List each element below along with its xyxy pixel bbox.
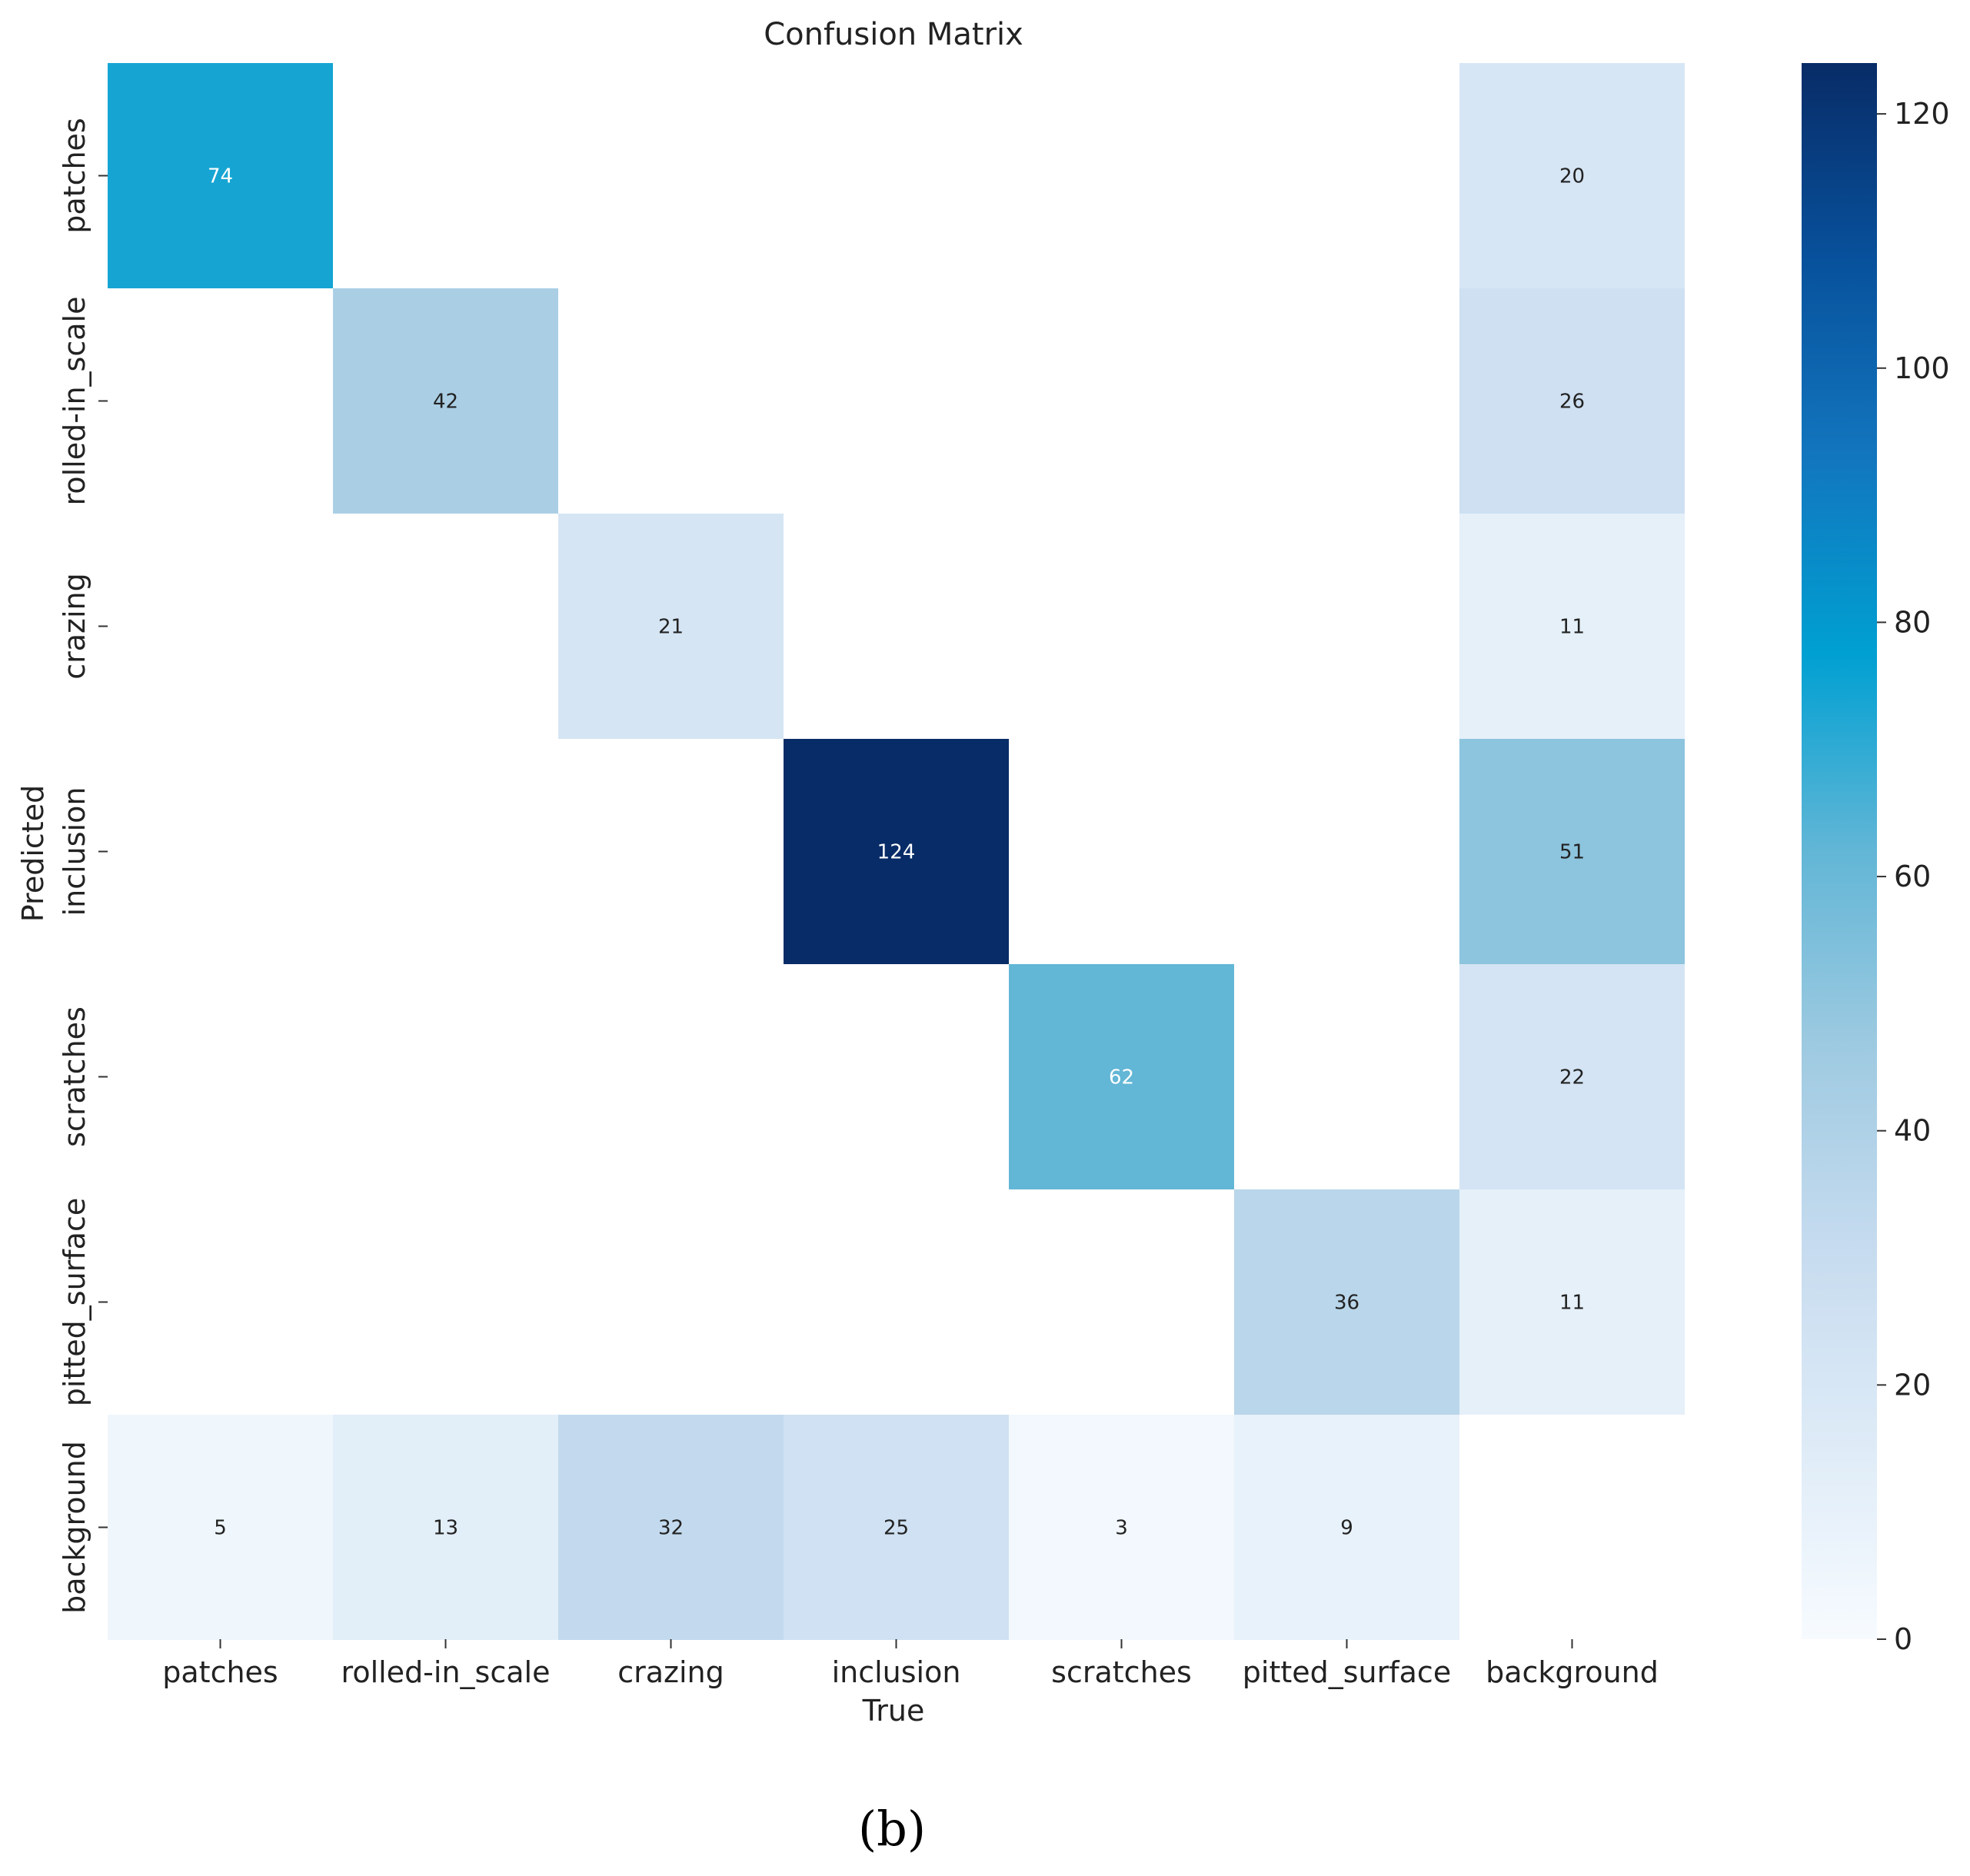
cell-value-label: 13	[433, 1517, 458, 1540]
heatmap-cell	[333, 1415, 558, 1640]
cell-value-label: 11	[1559, 1292, 1585, 1315]
cell-value-label: 11	[1559, 616, 1585, 639]
cell-value-label: 9	[1340, 1517, 1353, 1540]
heatmap-cell	[1009, 964, 1234, 1189]
cell-value-label: 74	[208, 165, 233, 188]
heatmap-cell	[333, 288, 558, 514]
y-tick-label: rolled-in_scale	[58, 297, 92, 506]
y-axis-label: Predicted	[16, 785, 50, 922]
chart-title: Confusion Matrix	[764, 17, 1023, 52]
x-axis-ticks: patches rolled-in_scale crazing inclusion sc…	[162, 1639, 1659, 1689]
heatmap-cell	[1459, 1189, 1685, 1415]
heatmap-cell	[108, 63, 333, 288]
cell-value-label: 21	[658, 616, 684, 639]
colorbar-tick-label: 80	[1894, 605, 1931, 639]
cell-value-label: 20	[1559, 165, 1585, 188]
x-tick-label: patches	[162, 1655, 278, 1689]
cell-value-label: 25	[884, 1517, 909, 1540]
cell-value-label: 51	[1559, 841, 1585, 864]
cell-value-label: 26	[1559, 391, 1585, 414]
heatmap-cell	[784, 739, 1009, 964]
y-tick-label: crazing	[58, 573, 92, 680]
x-tick-label: inclusion	[832, 1655, 961, 1689]
x-tick-label: rolled-in_scale	[341, 1655, 551, 1689]
heatmap-cell	[1459, 288, 1685, 514]
cell-value-label: 32	[658, 1517, 684, 1540]
y-tick-label: pitted_surface	[58, 1198, 92, 1406]
heatmap-cell	[558, 1415, 784, 1640]
colorbar	[1802, 63, 1877, 1639]
heatmap-cell	[1459, 514, 1685, 739]
cell-value-label: 5	[214, 1517, 227, 1540]
cell-value-label: 62	[1109, 1066, 1134, 1089]
x-axis-label: True	[862, 1694, 925, 1728]
figure-caption: (b)	[858, 1801, 926, 1857]
heatmap-cell	[784, 1415, 1009, 1640]
heatmap-cells	[108, 63, 1685, 1640]
heatmap-cell	[1459, 63, 1685, 288]
cell-value-label: 3	[1115, 1517, 1128, 1540]
heatmap-cell	[1009, 1415, 1234, 1640]
y-tick-label: background	[58, 1441, 92, 1614]
x-tick-label: pitted_surface	[1243, 1655, 1451, 1689]
y-tick-label: inclusion	[58, 787, 92, 916]
colorbar-tick-label: 100	[1894, 351, 1950, 385]
colorbar-ticks: 0 20 40 60 80 100 120	[1877, 97, 1950, 1656]
x-tick-label: background	[1486, 1655, 1659, 1689]
heatmap-cell	[1459, 964, 1685, 1189]
colorbar-tick-label: 0	[1894, 1622, 1912, 1656]
heatmap-cell	[558, 514, 784, 739]
cell-value-label: 124	[877, 841, 916, 864]
y-tick-label: scratches	[58, 1006, 92, 1147]
x-tick-label: crazing	[617, 1655, 724, 1689]
y-tick-label: patches	[58, 118, 92, 233]
colorbar-tick-label: 60	[1894, 860, 1931, 893]
colorbar-tick-label: 40	[1894, 1114, 1931, 1148]
heatmap-cell	[1459, 739, 1685, 964]
x-tick-label: scratches	[1051, 1655, 1192, 1689]
heatmap-cell	[1234, 1189, 1459, 1415]
cell-value-label: 42	[433, 391, 458, 414]
heatmap-cell-labels: 74 20 42 26 21 11 124 51 62 22 36 11 5 13 32 25 3 9	[208, 165, 1585, 1540]
colorbar-tick-label: 20	[1894, 1368, 1931, 1402]
cell-value-label: 36	[1334, 1292, 1359, 1315]
cell-value-label: 22	[1559, 1066, 1585, 1089]
heatmap-cell	[1234, 1415, 1459, 1640]
heatmap-cell	[108, 1415, 333, 1640]
colorbar-tick-label: 120	[1894, 97, 1950, 131]
